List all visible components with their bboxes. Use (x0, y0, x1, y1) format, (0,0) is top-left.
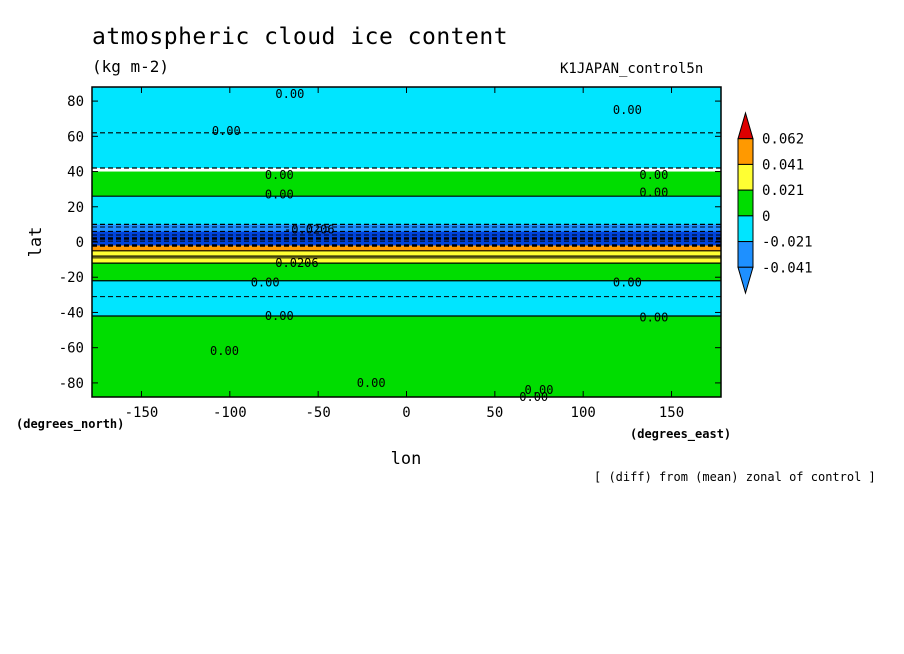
y-tick-label: 60 (67, 129, 84, 145)
contour-label: 0.00 (613, 276, 642, 290)
colorbar-swatch (737, 189, 754, 217)
chart-units: (kg m-2) (92, 57, 170, 76)
field-band-10 (92, 263, 721, 281)
x-tick-label: -100 (213, 405, 247, 421)
colorbar-label: 0 (762, 209, 770, 225)
contour-label: 0.00 (639, 186, 668, 200)
run-name: K1JAPAN_control5n (560, 61, 704, 77)
y-tick-label: -60 (59, 341, 84, 357)
x-tick-label: 100 (571, 405, 596, 421)
contour-label: 0.00 (265, 168, 294, 182)
contour-label: 0.00 (212, 124, 241, 138)
difference-note: [ (diff) from (mean) zonal of control ] (594, 470, 876, 484)
colorbar-swatch (737, 163, 754, 191)
contour-label: 0.00 (639, 168, 668, 182)
field-band-2 (92, 171, 721, 197)
x-axis-unit: (degrees_east) (630, 427, 731, 442)
colorbar-top-arrow (737, 111, 754, 140)
x-tick-label: 150 (659, 405, 684, 421)
contour-label: 0.00 (357, 376, 386, 390)
x-axis-label: lon (391, 449, 422, 469)
y-tick-label: 40 (67, 165, 84, 181)
field-band-6 (92, 238, 721, 246)
colorbar-bottom-arrow (737, 266, 754, 295)
y-tick-label: 80 (67, 94, 84, 110)
contour-label: 0.00 (210, 344, 239, 358)
field-band-12 (92, 315, 721, 397)
colorbar-swatch (737, 215, 754, 243)
y-axis-label: lat (26, 227, 46, 258)
contour-label: 0.00 (613, 103, 642, 117)
colorbar-label: 0.021 (762, 183, 804, 199)
y-tick-label: -20 (59, 270, 84, 286)
contour-label: 0.00 (639, 311, 668, 325)
field-band-11 (92, 280, 721, 316)
field-band-4 (92, 224, 721, 232)
field-band-9 (92, 256, 721, 264)
colorbar-label: -0.021 (762, 235, 813, 251)
y-tick-label: -80 (59, 376, 84, 392)
colorbar-label: 0.041 (762, 157, 804, 173)
colorbar-swatch (737, 138, 754, 165)
chart-title: atmospheric cloud ice content (92, 24, 509, 50)
colorbar-label: 0.062 (762, 132, 804, 148)
colorbar-label: -0.041 (762, 260, 813, 276)
field-band-0 (92, 87, 721, 133)
contour-label: 0.00 (265, 187, 294, 201)
contour-label: 0.00 (265, 309, 294, 323)
contour-label: 0.00 (251, 276, 280, 290)
colorbar-swatch (737, 241, 754, 268)
y-tick-label: 20 (67, 200, 84, 216)
y-tick-label: -40 (59, 305, 84, 321)
contour-label: 0.00 (275, 87, 304, 101)
field-band-7 (92, 245, 721, 251)
field-band-8 (92, 250, 721, 257)
x-tick-label: 0 (402, 405, 410, 421)
y-axis-unit: (degrees_north) (16, 417, 124, 432)
field-band-3 (92, 196, 721, 225)
contour-label: -0.0206 (284, 223, 335, 237)
x-tick-label: 50 (486, 405, 503, 421)
y-tick-label: 0 (76, 235, 84, 251)
contour-label: 0.0206 (275, 256, 318, 270)
contour-label: 0.00 (525, 383, 554, 397)
x-tick-label: -150 (125, 405, 159, 421)
field-band-1 (92, 132, 721, 169)
x-tick-label: -50 (306, 405, 331, 421)
